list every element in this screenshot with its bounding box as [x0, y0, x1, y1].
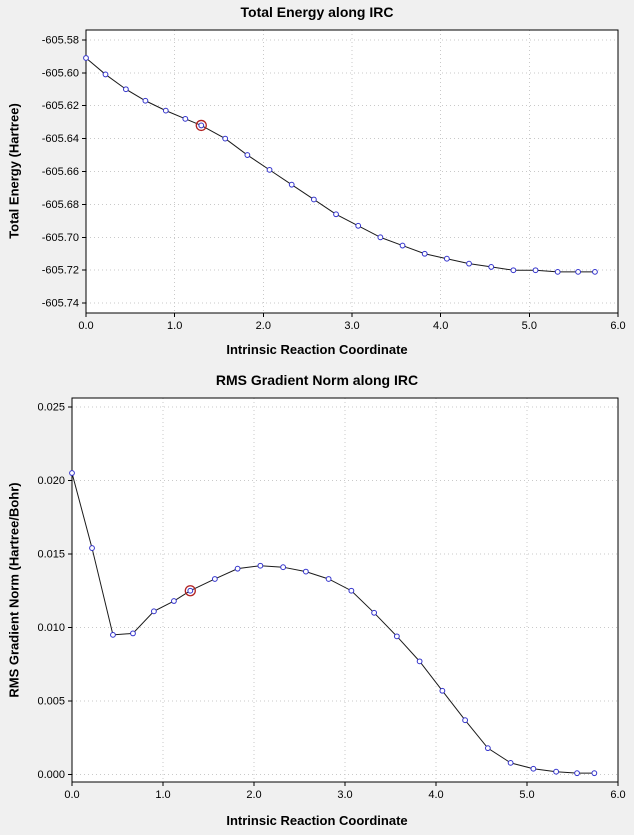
data-point[interactable] [280, 564, 287, 571]
y-tick-label: 0.005 [37, 696, 65, 708]
data-point[interactable] [187, 587, 194, 594]
x-tick-label: 4.0 [433, 320, 448, 332]
selected-point-ring[interactable] [184, 585, 196, 597]
data-point[interactable] [244, 152, 251, 158]
x-tick-label: 5.0 [519, 789, 534, 801]
data-point[interactable] [530, 765, 537, 772]
y-tick-label: -605.66 [42, 166, 79, 178]
total-energy-chart-title: Total Energy along IRC [240, 4, 394, 20]
data-point[interactable] [325, 576, 332, 582]
data-point[interactable] [393, 633, 400, 640]
y-tick-label: -605.62 [42, 100, 79, 112]
x-tick-label: 2.0 [256, 320, 271, 332]
data-point[interactable] [162, 107, 169, 114]
data-point[interactable] [371, 609, 378, 616]
rms-gradient-chart-panel: RMS Gradient Norm along IRC RMS Gradient… [0, 362, 634, 835]
x-tick-label: 2.0 [246, 789, 261, 801]
y-tick-label: -605.60 [42, 67, 79, 79]
x-tick-label: 6.0 [610, 789, 625, 801]
x-tick-label: 0.0 [64, 789, 79, 801]
y-tick-label: 0.025 [37, 401, 65, 413]
data-point[interactable] [532, 267, 539, 274]
plot-border [71, 397, 619, 783]
x-tick-label: 6.0 [610, 320, 625, 332]
rms-gradient-chart-title: RMS Gradient Norm along IRC [215, 372, 419, 388]
y-tick-label: -605.58 [42, 34, 79, 46]
data-point[interactable] [110, 631, 116, 638]
data-point[interactable] [310, 196, 317, 203]
data-point[interactable] [439, 687, 446, 694]
data-point[interactable] [466, 260, 472, 267]
data-point[interactable] [484, 745, 491, 752]
data-point[interactable] [142, 97, 149, 104]
data-point[interactable] [399, 242, 406, 249]
data-point[interactable] [171, 598, 177, 604]
data-point[interactable] [421, 250, 428, 257]
y-tick-label: -605.72 [42, 265, 79, 277]
data-point[interactable] [355, 222, 362, 229]
data-point[interactable] [266, 166, 273, 173]
y-tick-label: -605.74 [42, 298, 79, 310]
data-point[interactable] [123, 86, 129, 93]
y-tick-label: 0.015 [37, 548, 65, 560]
data-point[interactable] [69, 470, 75, 476]
data-point[interactable] [234, 565, 241, 572]
x-tick-label: 4.0 [428, 789, 443, 801]
data-point[interactable] [211, 576, 218, 582]
data-point[interactable] [488, 264, 495, 270]
y-tick-label: -605.68 [42, 199, 79, 211]
data-point[interactable] [554, 268, 561, 275]
data-point[interactable] [553, 768, 560, 775]
y-tick-label: 0.010 [37, 622, 65, 634]
plot-border [85, 29, 619, 314]
x-tick-label: 0.0 [78, 320, 93, 332]
data-point[interactable] [257, 562, 264, 569]
x-tick-label: 5.0 [522, 320, 537, 332]
data-point[interactable] [592, 268, 598, 275]
total-energy-chart-panel: Total Energy along IRC Total Energy (Har… [0, 0, 634, 362]
data-point[interactable] [222, 135, 229, 142]
x-tick-label: 3.0 [344, 320, 359, 332]
data-point[interactable] [333, 211, 339, 218]
data-point[interactable] [102, 71, 109, 78]
data-point[interactable] [377, 234, 384, 241]
total-energy-plot[interactable]: 0.0 1.0 2.0 3.0 4.0 5.0 6.0 -605.58 -605.60 -605.… [0, 0, 634, 362]
y-tick-label: -605.70 [42, 232, 79, 244]
data-point[interactable] [83, 55, 89, 61]
y-tick-label: 0.020 [37, 475, 65, 487]
data-point[interactable] [198, 122, 205, 129]
data-point[interactable] [462, 717, 469, 724]
x-tick-label: 1.0 [167, 320, 182, 332]
data-point[interactable] [416, 658, 423, 665]
data-point[interactable] [575, 268, 581, 275]
data-point[interactable] [348, 587, 355, 594]
data-point[interactable] [507, 759, 514, 766]
x-tick-label: 3.0 [337, 789, 352, 801]
rms-gradient-plot[interactable]: 0.0 1.0 2.0 3.0 4.0 5.0 6.0 0.000 0.005 0.010 0.01… [0, 362, 634, 835]
data-point[interactable] [130, 630, 136, 637]
y-tick-label: -605.64 [42, 133, 79, 145]
data-point[interactable] [574, 770, 580, 777]
data-point[interactable] [182, 115, 189, 122]
selected-point-ring[interactable] [195, 119, 207, 132]
total-energy-x-axis-label: Intrinsic Reaction Coordinate [226, 342, 408, 357]
data-point[interactable] [151, 608, 157, 615]
data-point[interactable] [591, 770, 598, 777]
data-point[interactable] [288, 181, 295, 188]
data-point[interactable] [89, 545, 95, 551]
data-point[interactable] [302, 568, 309, 575]
y-tick-label: 0.000 [37, 769, 65, 781]
data-point[interactable] [443, 255, 450, 262]
rms-gradient-x-axis-label: Intrinsic Reaction Coordinate [226, 813, 408, 828]
x-tick-label: 1.0 [155, 789, 170, 801]
data-point[interactable] [510, 267, 517, 274]
